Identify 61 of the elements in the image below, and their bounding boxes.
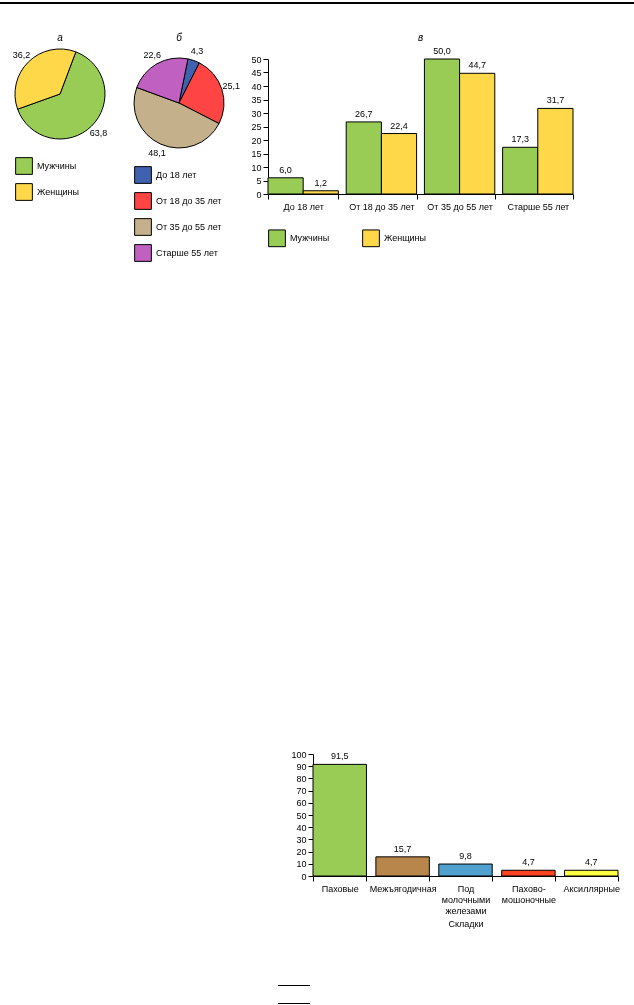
- y-tick-label: 20: [251, 135, 262, 146]
- legend-label: Мужчины: [37, 161, 77, 171]
- y-tick-label: 20: [296, 847, 307, 858]
- x-tick-label: Под молочными железами: [441, 883, 491, 916]
- y-tick-label: 100: [291, 749, 307, 760]
- data-label: 26,7: [355, 108, 373, 119]
- y-tick-label: 40: [251, 81, 262, 92]
- y-tick-label: 0: [301, 871, 307, 882]
- data-label: 9,8: [459, 851, 472, 862]
- y-tick-label: 90: [296, 761, 307, 772]
- legend-label: Женщины: [384, 233, 427, 244]
- y-tick-label: 40: [296, 822, 307, 833]
- legend-label: До 18 лет: [156, 170, 197, 180]
- legend-label: Мужчины: [290, 233, 330, 244]
- data-label: 15,7: [393, 843, 412, 854]
- x-tick-label: Пахово-мошоночные: [501, 883, 557, 905]
- y-tick-label: 10: [296, 859, 307, 870]
- data-label: 44,7: [468, 60, 486, 71]
- x-tick-label: Паховые: [321, 883, 359, 894]
- chart-title: в: [417, 32, 424, 43]
- y-tick-label: 0: [256, 189, 262, 200]
- data-label: 50,0: [433, 46, 451, 56]
- x-tick-label: До 18 лет: [283, 201, 324, 212]
- y-tick-label: 10: [251, 162, 262, 173]
- legend-label: Старше 55 лет: [156, 248, 218, 258]
- chart-title: б: [176, 32, 183, 44]
- legend-label: Женщины: [37, 187, 80, 197]
- data-label: 91,5: [330, 751, 349, 762]
- data-label: 25,1: [222, 81, 241, 92]
- data-label: 4,7: [522, 857, 535, 868]
- data-label: 6,0: [279, 164, 292, 175]
- y-tick-label: 70: [296, 786, 307, 797]
- data-label: 4,3: [190, 46, 204, 57]
- y-tick-label: 30: [296, 834, 307, 845]
- y-tick-label: 50: [251, 54, 262, 65]
- data-label: 4,7: [585, 857, 598, 868]
- data-label: 22,6: [143, 49, 161, 60]
- y-tick-label: 5: [256, 176, 262, 186]
- data-label: 63,8: [89, 128, 108, 139]
- y-tick-label: 60: [296, 798, 307, 809]
- x-axis-title: Складки: [448, 918, 484, 929]
- x-tick-label: От 35 до 55 лет: [427, 201, 493, 212]
- y-tick-label: 25: [251, 122, 262, 132]
- x-tick-label: Межъягодичная: [369, 883, 437, 894]
- y-tick-label: 35: [251, 95, 262, 105]
- y-tick-label: 80: [296, 773, 307, 784]
- y-tick-label: 30: [251, 108, 262, 119]
- data-label: 36,2: [12, 49, 31, 60]
- x-tick-label: Аксиллярные: [563, 883, 620, 894]
- legend-label: От 35 до 55 лет: [156, 222, 222, 232]
- x-tick-label: От 18 до 35 лет: [349, 201, 415, 212]
- data-label: 48,1: [148, 148, 166, 159]
- chart-title: а: [57, 32, 64, 43]
- data-label: 17,3: [511, 134, 529, 145]
- data-label: 22,4: [390, 120, 408, 131]
- data-label: 1,2: [314, 177, 328, 188]
- data-label: 31,7: [546, 95, 565, 106]
- y-tick-label: 15: [251, 149, 262, 159]
- y-tick-label: 50: [296, 810, 307, 821]
- y-tick-label: 45: [251, 68, 262, 78]
- x-tick-label: Старше 55 лет: [507, 201, 570, 212]
